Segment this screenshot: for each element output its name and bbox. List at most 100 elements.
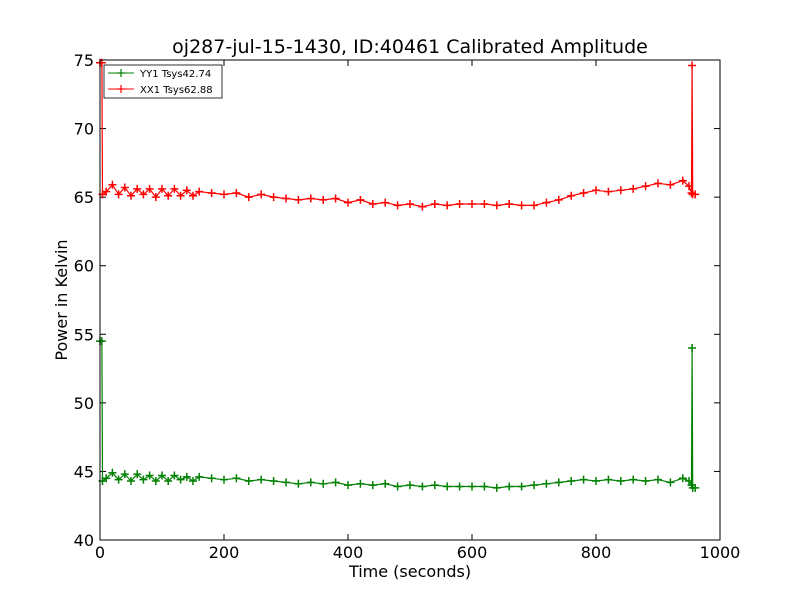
data-point — [176, 191, 185, 200]
data-point — [691, 483, 700, 492]
data-point — [443, 482, 452, 491]
data-point — [616, 477, 625, 486]
data-point — [654, 179, 662, 188]
x-tick-label: 200 — [209, 543, 240, 562]
plot-area — [100, 60, 720, 540]
data-point — [207, 474, 216, 483]
data-point — [579, 189, 588, 198]
data-point — [356, 479, 365, 488]
legend-label-yy1: YY1 Tsys42.74 — [139, 69, 211, 80]
legend: YY1 Tsys42.74 XX1 Tsys62.88 — [103, 64, 223, 99]
data-point — [616, 186, 625, 195]
data-point — [158, 184, 166, 193]
data-point — [685, 477, 693, 486]
data-point — [406, 200, 414, 208]
legend-marker — [117, 85, 125, 93]
data-point — [685, 182, 693, 191]
data-point — [145, 184, 154, 193]
y-axis-label: Power in Kelvin — [52, 239, 71, 360]
data-point — [629, 184, 638, 193]
data-point — [505, 482, 514, 491]
data-point — [232, 189, 241, 198]
data-point — [542, 479, 551, 488]
data-point — [182, 472, 191, 481]
data-point — [430, 200, 439, 208]
data-point — [176, 475, 185, 484]
x-tick-label: 400 — [333, 543, 364, 562]
data-point — [430, 481, 439, 490]
data-point — [530, 201, 538, 210]
data-point — [530, 481, 538, 490]
y-tick-label: 50 — [74, 394, 94, 413]
series-layer — [96, 58, 700, 492]
data-point — [114, 190, 123, 199]
data-point — [114, 475, 123, 484]
data-point — [139, 475, 148, 484]
data-point — [368, 481, 377, 490]
data-point — [269, 477, 278, 486]
data-point — [592, 477, 600, 486]
data-point — [120, 183, 129, 192]
data-point — [269, 193, 278, 202]
series-1 — [96, 58, 700, 211]
legend-box — [103, 64, 223, 99]
data-point — [97, 337, 106, 346]
legend-entry-xx1: XX1 Tsys62.88 — [108, 85, 213, 96]
data-point — [232, 474, 241, 483]
data-point — [455, 482, 464, 491]
data-point — [164, 191, 173, 200]
data-point — [592, 186, 600, 195]
legend-marker — [117, 69, 125, 77]
data-point — [158, 471, 166, 480]
data-point — [666, 478, 675, 487]
data-point — [691, 190, 700, 199]
y-axis-ticks: 40 45 50 55 60 65 70 75 — [74, 51, 720, 550]
y-tick-label: 40 — [74, 531, 94, 550]
data-point — [604, 475, 613, 484]
data-point — [145, 471, 154, 480]
data-point — [207, 189, 216, 198]
data-point — [108, 468, 117, 477]
data-point — [182, 186, 191, 195]
data-point — [102, 187, 111, 196]
data-point — [294, 479, 303, 488]
data-point — [492, 483, 501, 492]
data-point — [567, 477, 576, 486]
data-point — [480, 200, 489, 208]
data-point — [244, 477, 253, 486]
y-tick-label: 65 — [74, 188, 94, 207]
plot-frame — [99, 59, 721, 541]
data-point — [344, 481, 352, 490]
data-point — [244, 193, 253, 202]
data-point — [381, 479, 390, 488]
data-point — [120, 470, 129, 479]
data-point — [567, 191, 576, 200]
data-point — [688, 61, 697, 70]
data-point — [257, 475, 266, 484]
data-point — [189, 191, 197, 200]
data-point — [468, 482, 476, 491]
data-point — [306, 478, 315, 487]
data-point — [151, 193, 160, 202]
data-point — [393, 201, 402, 210]
series-0 — [96, 337, 700, 492]
data-point — [139, 190, 148, 199]
data-point — [468, 200, 476, 208]
data-point — [319, 479, 328, 488]
data-point — [170, 184, 179, 193]
data-point — [492, 201, 501, 210]
data-point — [554, 195, 563, 204]
data-point — [418, 202, 427, 211]
data-point — [356, 195, 365, 204]
x-axis-ticks: 0 200 400 600 800 1000 — [95, 60, 740, 562]
x-axis-label: Time (seconds) — [348, 562, 471, 581]
data-point — [133, 470, 142, 479]
data-point — [688, 344, 697, 352]
x-tick-label: 1000 — [700, 543, 741, 562]
data-point — [127, 477, 135, 486]
data-point — [151, 477, 160, 486]
data-point — [505, 200, 514, 208]
y-tick-label: 60 — [74, 257, 94, 276]
data-point — [443, 201, 452, 210]
